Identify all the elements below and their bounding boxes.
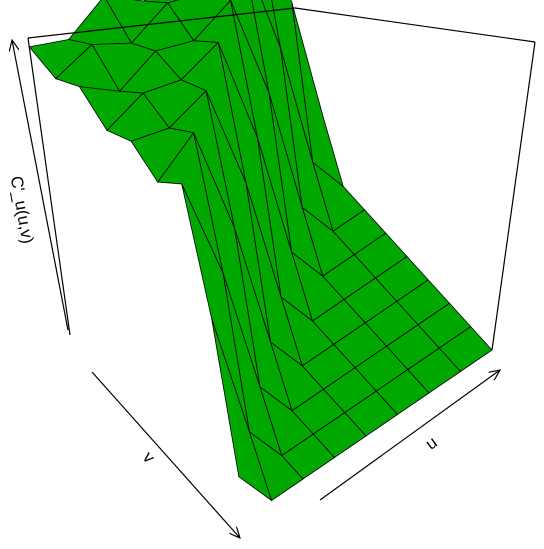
z-axis-label: C'_u(u,v) [7, 174, 38, 245]
v-axis-arrow [92, 372, 240, 538]
box-edge [28, 38, 70, 335]
page: u v C'_u(u,v) (() => { const data = JSON… [0, 0, 544, 549]
box-edge [492, 42, 535, 350]
y-axis-label: v [139, 448, 159, 467]
x-axis-label: u [422, 433, 441, 454]
box-edge [295, 8, 535, 42]
chart: u v C'_u(u,v) [0, 0, 544, 549]
